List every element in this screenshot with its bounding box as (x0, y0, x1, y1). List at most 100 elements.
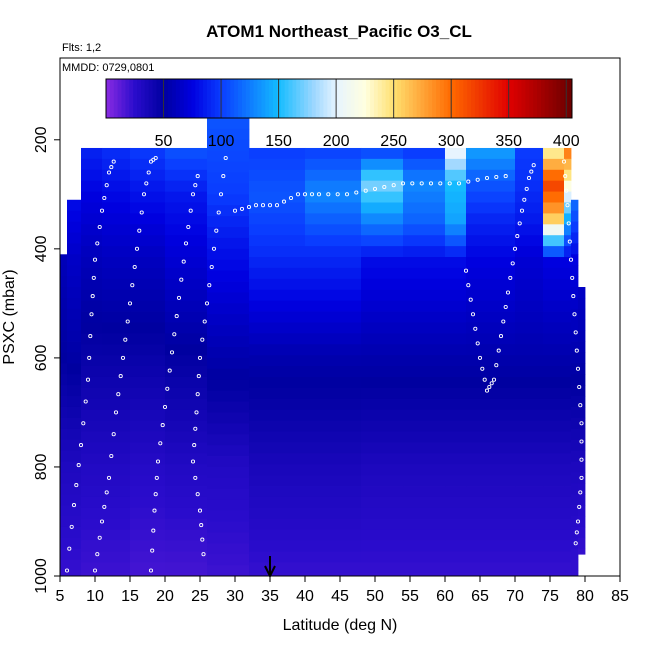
track-point (503, 174, 508, 179)
colorbar-segment (160, 79, 165, 118)
heatmap-cell (445, 464, 467, 476)
track-point (197, 355, 203, 360)
heatmap-cell (466, 562, 516, 574)
heatmap-cell (361, 289, 404, 302)
track-point (92, 568, 98, 573)
heatmap-cell (67, 516, 82, 528)
x-tick-label: 40 (296, 588, 314, 605)
heatmap-cell (102, 529, 131, 541)
track-point (577, 384, 582, 390)
heatmap-cell (102, 442, 131, 454)
heatmap-cell (249, 202, 306, 214)
heatmap-cell (67, 374, 82, 386)
colorbar-segment (257, 79, 262, 118)
track-point (526, 175, 532, 181)
colorbar-segment (424, 79, 429, 118)
heatmap-cell (249, 344, 306, 356)
heatmap-cell (515, 518, 544, 531)
heatmap-cell (130, 344, 166, 356)
flights-label: Flts: 1,2 (62, 42, 101, 54)
track-point (573, 541, 578, 546)
heatmap-cell (81, 267, 103, 280)
heatmap-cell (445, 355, 467, 367)
heatmap-cell (67, 570, 82, 577)
heatmap-cell (543, 278, 565, 291)
heatmap-cell (445, 453, 467, 465)
heatmap-cell (207, 379, 250, 392)
heatmap-cell (578, 385, 586, 397)
track-point (354, 190, 359, 195)
heatmap-cell (165, 518, 208, 531)
heatmap-cell (207, 303, 250, 315)
heatmap-cell (305, 398, 362, 411)
colorbar-segment (210, 79, 216, 118)
colorbar-segment (261, 79, 266, 118)
colorbar-segment (137, 79, 142, 118)
track-point (491, 377, 497, 382)
track-point (188, 208, 193, 213)
track-point (466, 283, 471, 288)
heatmap-cell (81, 573, 103, 577)
track-point (438, 181, 443, 186)
track-point (484, 388, 490, 393)
track-point (193, 426, 198, 431)
heatmap-cell (445, 529, 467, 541)
track-point (74, 483, 79, 488)
heatmap-cell (130, 180, 166, 192)
colorbar-segment (498, 79, 503, 118)
heatmap-cell (165, 235, 208, 247)
heatmap-cell (67, 199, 82, 212)
track-point (195, 492, 200, 497)
heatmap-cell (571, 537, 579, 550)
track-point (174, 314, 179, 319)
heatmap-cell (249, 235, 306, 247)
heatmap-cell (361, 169, 404, 182)
heatmap-cell (207, 445, 250, 457)
heatmap-cell (564, 562, 572, 574)
colorbar-segment (168, 79, 173, 118)
track-point (152, 508, 157, 513)
colorbar-segment (389, 79, 394, 118)
track-point (132, 264, 137, 270)
heatmap-cell (445, 224, 467, 236)
heatmap-cell (165, 180, 208, 192)
heatmap-cell (130, 355, 166, 367)
colorbar-segment (482, 79, 488, 118)
track-point (190, 192, 196, 197)
heatmap-cell (515, 464, 544, 476)
heatmap-cell (571, 352, 579, 364)
heatmap-cell (165, 147, 208, 160)
heatmap-cell (403, 376, 446, 389)
heatmap-cell (543, 573, 565, 577)
track-point (95, 552, 100, 557)
heatmap-cell (361, 387, 404, 400)
heatmap-cell (445, 486, 467, 498)
colorbar-segment (350, 79, 356, 118)
heatmap-cell (102, 322, 131, 334)
heatmap-cell (102, 289, 131, 302)
heatmap-cell (305, 540, 362, 552)
heatmap-cell (564, 224, 572, 236)
track-point (572, 312, 577, 317)
heatmap-cell (403, 333, 446, 345)
heatmap-cell (564, 496, 572, 509)
heatmap-cell (466, 300, 516, 312)
colorbar-segment (156, 79, 161, 118)
colorbar-tick-label: 350 (495, 133, 522, 150)
heatmap-cell (571, 472, 579, 484)
heatmap-cell (361, 529, 404, 541)
colorbar-segment (358, 79, 363, 118)
track-point (487, 384, 492, 390)
track-point (428, 181, 434, 186)
heatmap-cell (81, 376, 103, 389)
heatmap-cell (515, 278, 544, 291)
colorbar-segment (494, 79, 499, 118)
heatmap-cell (543, 529, 565, 541)
heatmap-cell (130, 322, 166, 334)
heatmap-cell (578, 319, 586, 332)
track-point (146, 170, 151, 175)
heatmap-cell (361, 496, 404, 509)
heatmap-cell (466, 366, 516, 378)
heatmap-cell (515, 213, 544, 225)
heatmap-cell (305, 442, 362, 454)
